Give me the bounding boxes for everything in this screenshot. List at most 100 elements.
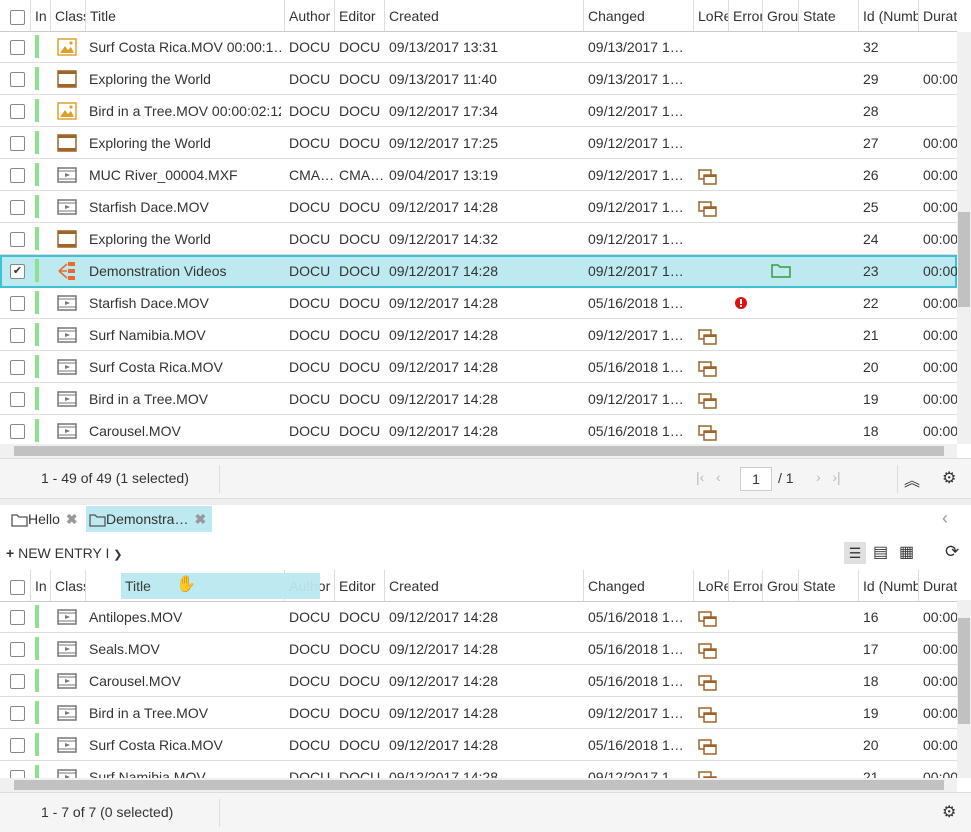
column-header[interactable]: Grou [762, 0, 798, 31]
column-header[interactable]: State [798, 0, 858, 31]
lores-icon-svg [698, 675, 717, 691]
refresh[interactable]: ⟳ [945, 542, 960, 561]
row-checkbox[interactable] [10, 392, 25, 407]
grid-row[interactable]: Surf Namibia.MOV DOCU DOCU 09/12/2017 14:28… [0, 761, 957, 778]
h-scrollbar[interactable] [0, 444, 957, 458]
row-checkbox[interactable] [10, 360, 25, 375]
tabs-back[interactable]: ‹ [942, 508, 948, 528]
tab-close[interactable]: ✖ [65, 511, 78, 527]
new-entry-button[interactable]: + NEW ENTRY I ❯ [6, 545, 123, 561]
column-header[interactable]: LoRe [693, 0, 728, 31]
grid-row[interactable]: ✔ Demonstration Videos DOCU DOCU 09/12/2017 … [0, 255, 957, 288]
column-header[interactable]: In [30, 570, 50, 601]
view-detail[interactable]: ▤ [873, 544, 889, 561]
column-header[interactable]: Class [50, 570, 85, 601]
dragged-column[interactable]: Title [121, 573, 320, 599]
row-checkbox[interactable] [10, 200, 25, 215]
row-checkbox[interactable] [10, 706, 25, 721]
grid-row[interactable]: Surf Namibia.MOV DOCU DOCU 09/12/2017 14:28… [0, 319, 957, 351]
grid-row[interactable]: Carousel.MOV DOCU DOCU 09/12/2017 14:28 05/1… [0, 665, 957, 697]
row-checkbox[interactable] [10, 642, 25, 657]
grid-row[interactable]: Surf Costa Rica.MOV DOCU DOCU 09/12/2017 14… [0, 351, 957, 383]
view-list[interactable]: ☰ [844, 542, 866, 564]
column-header[interactable]: Id (Numb [858, 0, 918, 31]
grid-row[interactable]: Antilopes.MOV DOCU DOCU 09/12/2017 14:28 05/… [0, 601, 957, 633]
pager-first[interactable]: |‹ ‹ [696, 469, 721, 485]
row-checkbox[interactable] [10, 610, 25, 625]
grid-row[interactable]: Exploring the World DOCU DOCU 09/13/2017 11… [0, 63, 957, 95]
column-header[interactable]: Changed [583, 0, 693, 31]
cell-duration: 00:00 [923, 737, 957, 753]
row-checkbox[interactable] [10, 136, 25, 151]
v-scrollbar[interactable] [957, 32, 971, 444]
splitter[interactable] [0, 498, 971, 505]
cell-author: DOCU [289, 737, 331, 753]
column-header[interactable]: LoRe [693, 570, 728, 601]
column-header[interactable]: Duration [918, 0, 957, 31]
column-header[interactable]: In [30, 0, 50, 31]
row-checkbox[interactable]: ✔ [10, 264, 25, 279]
scroll-thumb[interactable] [14, 446, 944, 456]
settings-button[interactable]: ⚙ [942, 470, 957, 487]
cell-created: 09/13/2017 13:31 [389, 39, 498, 55]
column-header[interactable]: Editor [334, 570, 384, 601]
tab-close[interactable]: ✖ [194, 511, 207, 527]
column-header[interactable]: Id (Numb [858, 570, 918, 601]
row-checkbox[interactable] [10, 168, 25, 183]
column-header[interactable]: State [798, 570, 858, 601]
grid-row[interactable]: Carousel.MOV DOCU DOCU 09/12/2017 14:28 05/1… [0, 415, 957, 444]
grid-row[interactable]: Starfish Dace.MOV DOCU DOCU 09/12/2017 14:2… [0, 191, 957, 223]
grid-row[interactable]: Exploring the World DOCU DOCU 09/12/2017 14… [0, 223, 957, 255]
column-header[interactable]: Class [50, 0, 85, 31]
column-header[interactable]: Editor [334, 0, 384, 31]
page-input[interactable]: 1 [740, 467, 772, 491]
cell-editor: DOCU [339, 327, 381, 343]
column-header[interactable]: Duration [918, 570, 957, 601]
column-header[interactable]: Changed [583, 570, 693, 601]
scroll-thumb[interactable] [958, 212, 970, 307]
grid-row[interactable]: Seals.MOV DOCU DOCU 09/12/2017 14:28 05/16/2… [0, 633, 957, 665]
class-icon [57, 421, 77, 444]
header-checkbox[interactable] [10, 580, 25, 595]
view-tiles[interactable]: ▦ [899, 544, 915, 561]
grid-row[interactable]: MUC River_00004.MXF CMA… CMA… 09/04/2017 13… [0, 159, 957, 191]
grid-row[interactable]: Surf Costa Rica.MOV DOCU DOCU 09/12/2017 14… [0, 729, 957, 761]
cell-changed: 09/12/2017 1… [588, 167, 684, 183]
column-header[interactable] [85, 570, 284, 601]
row-checkbox[interactable] [10, 104, 25, 119]
column-header[interactable]: Title [85, 0, 284, 31]
tab[interactable]: Hello ✖ [8, 506, 84, 532]
cell-changed: 05/16/2018 1… [588, 641, 684, 657]
tab[interactable]: Demonstra… ✖ [86, 506, 213, 532]
row-checkbox[interactable] [10, 72, 25, 87]
grid-row[interactable]: Bird in a Tree.MOV DOCU DOCU 09/12/2017 14:… [0, 697, 957, 729]
column-header[interactable]: Error [728, 0, 762, 31]
grid-row[interactable]: Bird in a Tree.MOV 00:00:02:12 DOCU DOCU 09… [0, 95, 957, 127]
row-checkbox[interactable] [10, 738, 25, 753]
scroll-thumb[interactable] [958, 618, 970, 724]
row-checkbox[interactable] [10, 424, 25, 439]
header-checkbox[interactable] [10, 10, 25, 25]
collapse-button[interactable]: ︽ [904, 473, 921, 490]
lores-icon [698, 423, 718, 444]
grid-row[interactable]: Surf Costa Rica.MOV 00:00:1… DOCU DOCU 09/1… [0, 31, 957, 63]
pager-next[interactable]: › ›| [816, 469, 841, 485]
grid-row[interactable]: Bird in a Tree.MOV DOCU DOCU 09/12/2017 14:… [0, 383, 957, 415]
scroll-thumb[interactable] [14, 780, 944, 790]
h-scrollbar[interactable] [0, 778, 957, 792]
column-header[interactable]: Grou [762, 570, 798, 601]
grid-row[interactable]: Exploring the World DOCU DOCU 09/12/2017 17… [0, 127, 957, 159]
column-header[interactable]: Author [284, 0, 334, 31]
row-checkbox[interactable] [10, 770, 25, 778]
column-header[interactable]: Created [384, 570, 583, 601]
column-header[interactable]: Error [728, 570, 762, 601]
row-checkbox[interactable] [10, 674, 25, 689]
row-checkbox[interactable] [10, 328, 25, 343]
row-checkbox[interactable] [10, 232, 25, 247]
settings-button[interactable]: ⚙ [942, 804, 957, 821]
row-checkbox[interactable] [10, 296, 25, 311]
row-checkbox[interactable] [10, 40, 25, 55]
grid-row[interactable]: Starfish Dace.MOV DOCU DOCU 09/12/2017 14:2… [0, 287, 957, 319]
v-scrollbar[interactable] [957, 600, 971, 778]
column-header[interactable]: Created [384, 0, 583, 31]
